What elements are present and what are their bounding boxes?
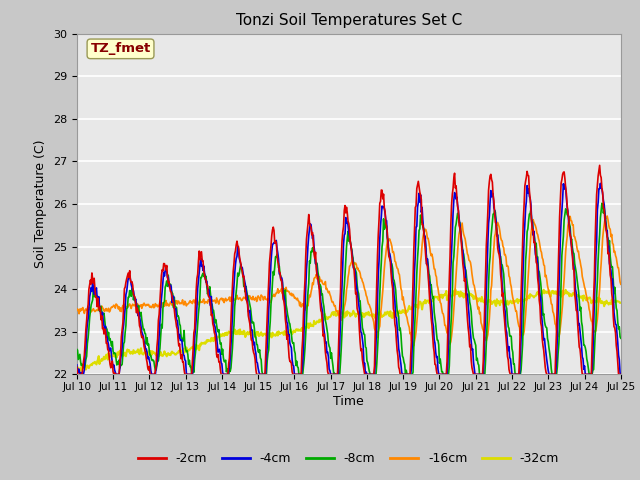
-32cm (394, 313, 401, 319)
-16cm (410, 343, 418, 348)
-4cm (596, 180, 604, 186)
-4cm (394, 334, 402, 340)
-32cm (617, 300, 625, 306)
-16cm (216, 298, 223, 303)
-32cm (447, 292, 454, 298)
-8cm (188, 372, 195, 377)
-8cm (617, 336, 625, 341)
-8cm (394, 310, 402, 315)
Line: -32cm: -32cm (77, 289, 621, 374)
-4cm (617, 372, 625, 377)
-4cm (568, 244, 575, 250)
-2cm (193, 276, 201, 281)
-4cm (193, 303, 201, 309)
-8cm (216, 341, 224, 347)
-8cm (193, 332, 201, 337)
-2cm (568, 247, 575, 253)
-16cm (617, 281, 625, 287)
-16cm (394, 265, 401, 271)
-2cm (596, 162, 604, 168)
Line: -4cm: -4cm (77, 183, 621, 374)
-16cm (340, 304, 348, 310)
Title: Tonzi Soil Temperatures Set C: Tonzi Soil Temperatures Set C (236, 13, 462, 28)
-32cm (568, 293, 575, 299)
Line: -8cm: -8cm (77, 204, 621, 374)
X-axis label: Time: Time (333, 395, 364, 408)
-16cm (448, 333, 456, 339)
-2cm (216, 366, 224, 372)
-32cm (193, 347, 200, 352)
Y-axis label: Soil Temperature (C): Soil Temperature (C) (35, 140, 47, 268)
-16cm (568, 218, 575, 224)
-4cm (341, 231, 349, 237)
Text: TZ_fmet: TZ_fmet (90, 42, 150, 55)
-4cm (73, 362, 81, 368)
-2cm (394, 353, 402, 359)
-2cm (448, 202, 456, 207)
-16cm (73, 308, 81, 313)
Legend: -2cm, -4cm, -8cm, -16cm, -32cm: -2cm, -4cm, -8cm, -16cm, -32cm (133, 447, 564, 470)
Line: -16cm: -16cm (77, 216, 621, 346)
-2cm (617, 372, 625, 377)
-4cm (448, 250, 456, 256)
-32cm (340, 315, 348, 321)
-8cm (341, 272, 349, 277)
-8cm (598, 201, 605, 206)
-2cm (74, 372, 81, 377)
-16cm (604, 213, 611, 219)
Line: -2cm: -2cm (77, 165, 621, 374)
-8cm (73, 347, 81, 352)
-2cm (341, 203, 349, 208)
-4cm (76, 372, 84, 377)
-2cm (73, 364, 81, 370)
-32cm (73, 372, 81, 377)
-8cm (448, 311, 456, 316)
-16cm (193, 296, 200, 301)
-32cm (451, 286, 459, 292)
-4cm (216, 352, 224, 358)
-32cm (216, 335, 223, 340)
-8cm (568, 236, 575, 242)
